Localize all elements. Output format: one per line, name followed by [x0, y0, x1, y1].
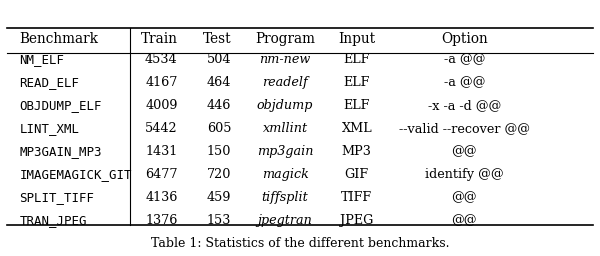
Text: XML: XML	[341, 122, 372, 135]
Text: ELF: ELF	[344, 99, 370, 112]
Text: Train: Train	[140, 32, 178, 46]
Text: @@: @@	[451, 145, 477, 158]
Text: 605: 605	[207, 122, 232, 135]
Text: SPLIT_TIFF: SPLIT_TIFF	[19, 191, 94, 204]
Text: 4167: 4167	[145, 76, 178, 89]
Text: identify @@: identify @@	[425, 168, 503, 181]
Text: Benchmark: Benchmark	[19, 32, 98, 46]
Text: MP3: MP3	[342, 145, 371, 158]
Text: NM_ELF: NM_ELF	[19, 53, 64, 66]
Text: TRAN_JPEG: TRAN_JPEG	[19, 215, 87, 227]
Text: TIFF: TIFF	[341, 191, 372, 204]
Text: 464: 464	[207, 76, 232, 89]
Text: 4136: 4136	[145, 191, 178, 204]
Text: 4009: 4009	[145, 99, 178, 112]
Text: --valid --recover @@: --valid --recover @@	[399, 122, 530, 135]
Text: 153: 153	[207, 215, 232, 227]
Text: OBJDUMP_ELF: OBJDUMP_ELF	[19, 99, 102, 112]
Text: Input: Input	[338, 32, 375, 46]
Text: mp3gain: mp3gain	[257, 145, 313, 158]
Text: tiffsplit: tiffsplit	[262, 191, 308, 204]
Text: 459: 459	[207, 191, 232, 204]
Text: -a @@: -a @@	[443, 53, 485, 66]
Text: 1376: 1376	[145, 215, 178, 227]
Text: READ_ELF: READ_ELF	[19, 76, 79, 89]
Text: GIF: GIF	[344, 168, 369, 181]
Text: Program: Program	[255, 32, 315, 46]
Text: 6477: 6477	[145, 168, 178, 181]
Text: Option: Option	[441, 32, 488, 46]
Text: LINT_XML: LINT_XML	[19, 122, 79, 135]
Text: 446: 446	[207, 99, 232, 112]
Text: 4534: 4534	[145, 53, 178, 66]
Text: 150: 150	[207, 145, 232, 158]
Text: magick: magick	[262, 168, 308, 181]
Text: ELF: ELF	[344, 76, 370, 89]
Text: Test: Test	[203, 32, 232, 46]
Text: nm-new: nm-new	[259, 53, 311, 66]
Text: 504: 504	[207, 53, 232, 66]
Text: objdump: objdump	[257, 99, 313, 112]
Text: readelf: readelf	[262, 76, 308, 89]
Text: -a @@: -a @@	[443, 76, 485, 89]
Text: MP3GAIN_MP3: MP3GAIN_MP3	[19, 145, 102, 158]
Text: jpegtran: jpegtran	[257, 215, 313, 227]
Text: 5442: 5442	[145, 122, 178, 135]
Text: IMAGEMAGICK_GIT: IMAGEMAGICK_GIT	[19, 168, 132, 181]
Text: @@: @@	[451, 215, 477, 227]
Text: @@: @@	[451, 191, 477, 204]
Text: ELF: ELF	[344, 53, 370, 66]
Text: xmllint: xmllint	[263, 122, 308, 135]
Text: 1431: 1431	[145, 145, 178, 158]
Text: JPEG: JPEG	[340, 215, 373, 227]
Text: 720: 720	[207, 168, 232, 181]
Text: -x -a -d @@: -x -a -d @@	[428, 99, 501, 112]
Text: Table 1: Statistics of the different benchmarks.: Table 1: Statistics of the different ben…	[151, 237, 449, 250]
